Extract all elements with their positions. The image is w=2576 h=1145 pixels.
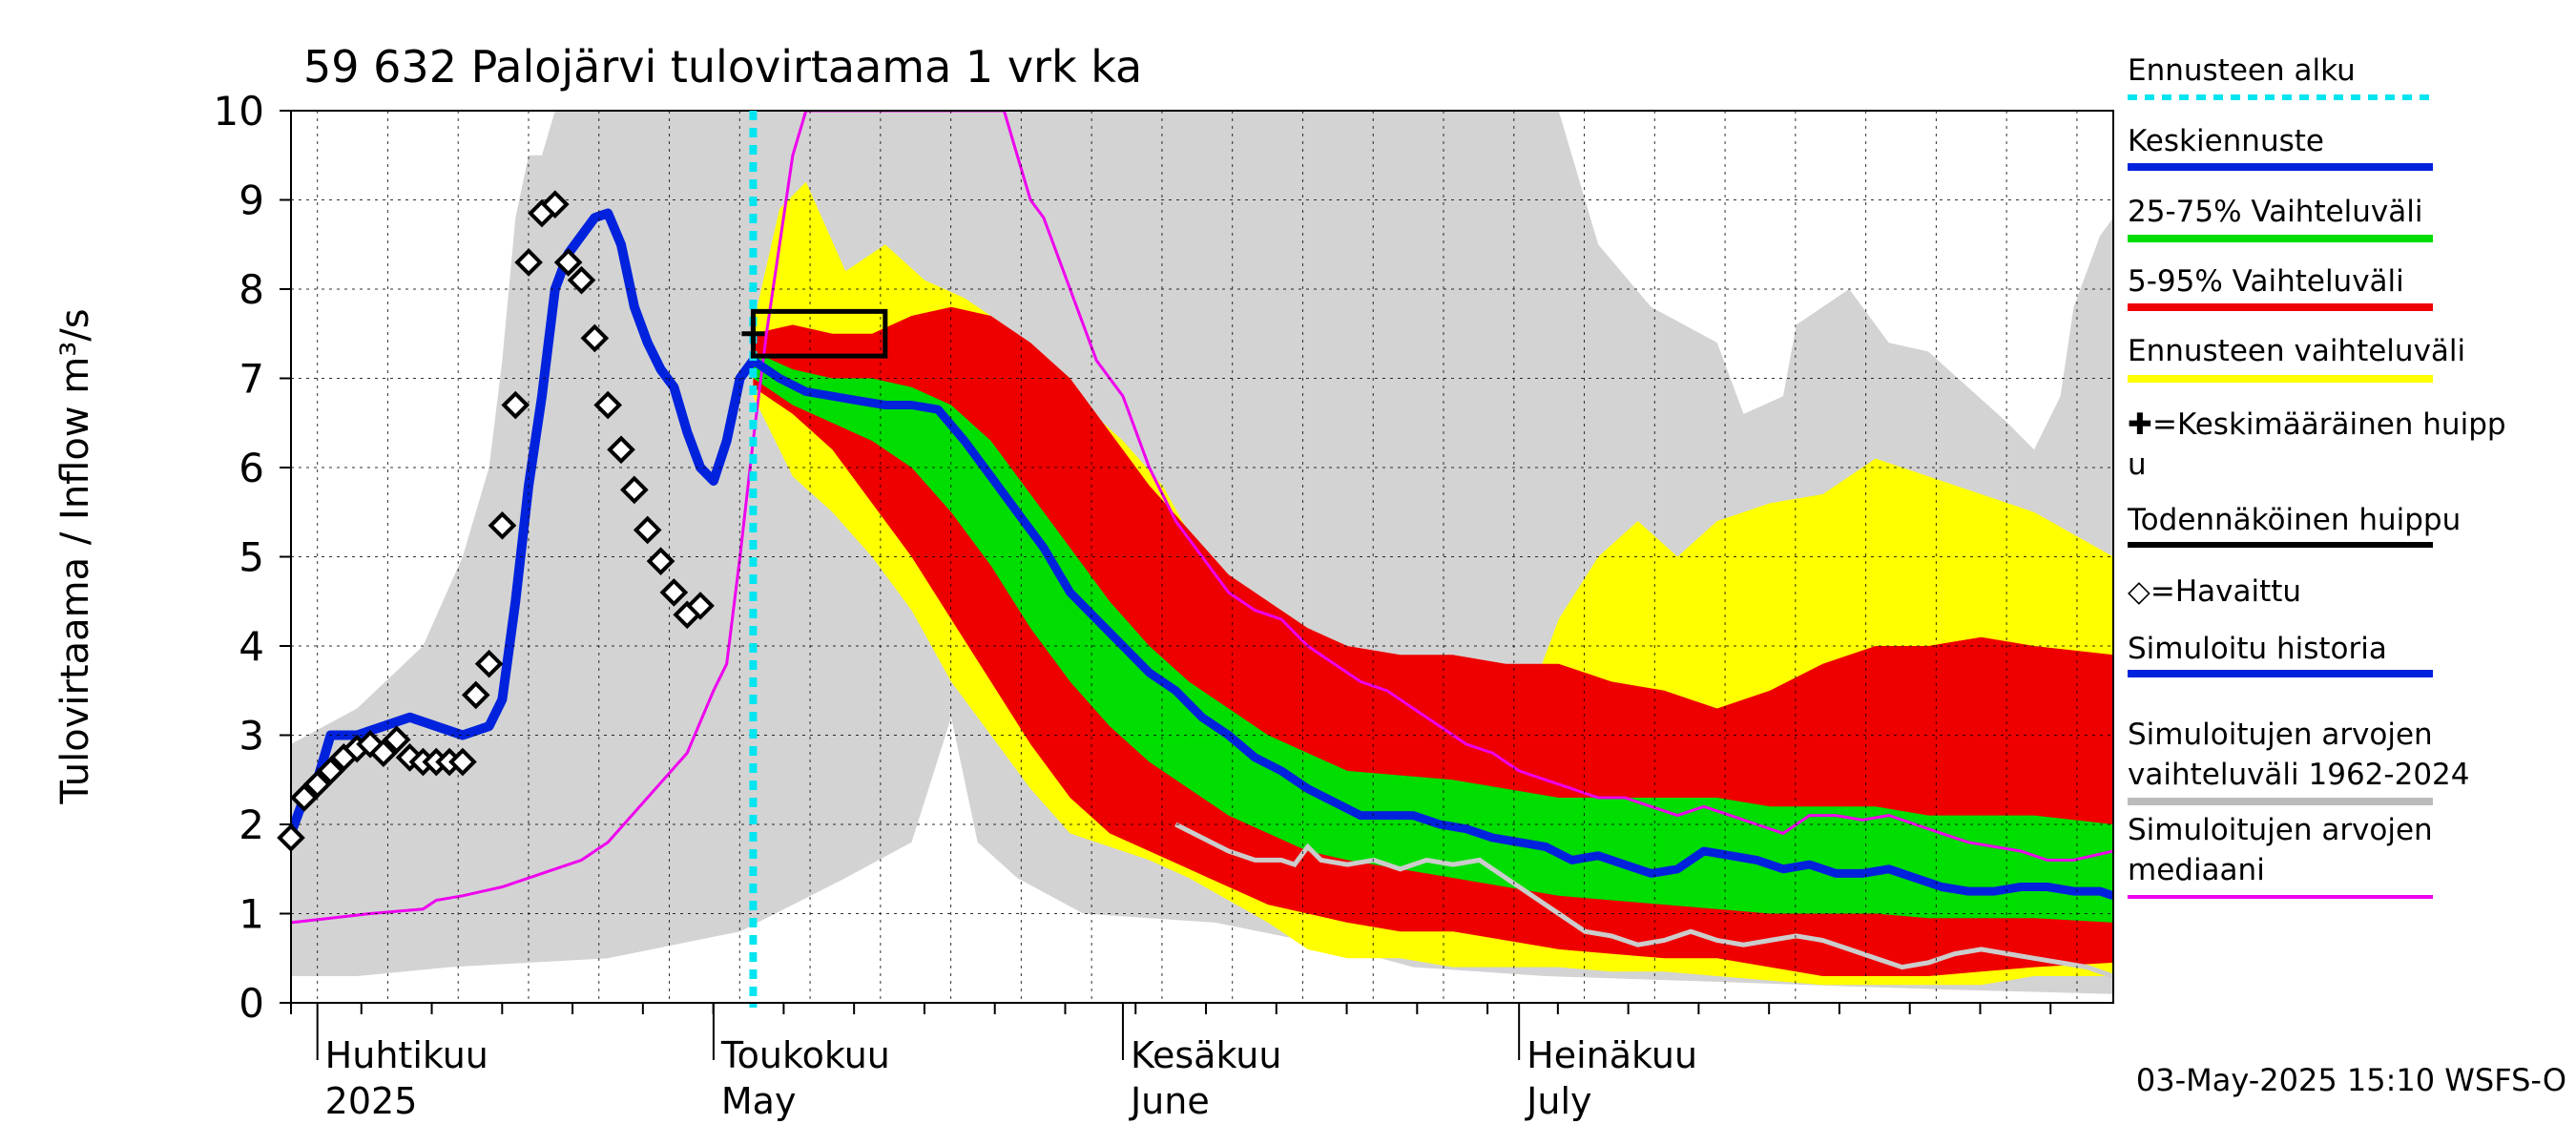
median-line: [291, 111, 2113, 925]
observed-point: [501, 390, 530, 420]
observed-point: [607, 435, 635, 465]
observed-point: [620, 475, 649, 505]
legend-item: ◇=Havaittu: [2128, 574, 2301, 609]
y-tick-label: 10: [214, 88, 264, 135]
observed-point: [514, 248, 543, 277]
observed-point: [448, 747, 477, 777]
legend-item: Simuloitu historia: [2128, 632, 2433, 677]
mean-peak-marker: [741, 322, 765, 345]
legend-label: ✚=Keskimääräinen huipp: [2128, 407, 2506, 442]
observed-point: [277, 823, 305, 852]
legend-label: Simuloitujen arvojen: [2128, 813, 2433, 847]
plot-overlay: [277, 111, 888, 1008]
observed-point: [540, 190, 570, 219]
observed-point: [593, 390, 623, 420]
y-tick-label: 6: [239, 445, 264, 491]
legend-item: Todennäköinen huippu: [2127, 503, 2461, 548]
chart-title: 59 632 Palojärvi tulovirtaama 1 vrk ka: [303, 41, 1142, 93]
observed-point: [474, 649, 504, 678]
legend-label: Ennusteen alku: [2128, 53, 2356, 88]
y-tick-label: 0: [239, 980, 264, 1027]
month-label-fi: Huhtikuu: [325, 1034, 488, 1076]
observed-point: [580, 323, 610, 353]
grid-lines: [291, 111, 2113, 1003]
legend-label: vaihteluväli 1962-2024: [2128, 758, 2469, 792]
legend-item: Simuloitujen arvojen mediaani: [2128, 813, 2433, 899]
low-scenario-line: [1174, 822, 2113, 979]
observed-point: [567, 265, 596, 295]
legend-item: Ennusteen alku: [2128, 53, 2433, 100]
y-tick-label: 5: [239, 534, 264, 581]
legend-item: Keskiennuste: [2128, 124, 2433, 171]
legend-label: Todennäköinen huippu: [2127, 503, 2461, 537]
legend-label: Simuloitujen arvojen: [2128, 718, 2433, 752]
month-label-en: 2025: [325, 1080, 418, 1122]
simulated-history-line: [291, 208, 758, 836]
y-tick-label: 1: [239, 891, 264, 938]
legend-label: ◇=Havaittu: [2128, 574, 2301, 609]
observed-point: [659, 578, 689, 607]
y-tick-label: 9: [239, 177, 264, 224]
observed-point: [382, 725, 411, 755]
month-label-fi: Kesäkuu: [1131, 1034, 1282, 1076]
y-tick-label: 7: [239, 356, 264, 403]
y-tick-label: 3: [239, 713, 264, 760]
legend: Ennusteen alku Keskiennuste 25-75% Vaihtel…: [2127, 53, 2506, 899]
observed-point: [488, 510, 517, 540]
month-label-fi: Toukokuu: [720, 1034, 890, 1076]
observed-point: [369, 739, 398, 768]
observed-point: [316, 757, 345, 785]
observed-point: [686, 592, 715, 620]
y-tick-label: 8: [239, 266, 264, 313]
observed-point: [633, 515, 662, 545]
legend-item: 25-75% Vaihteluväli: [2128, 195, 2433, 242]
observed-point: [302, 770, 332, 799]
month-label-en: June: [1129, 1080, 1210, 1122]
legend-item: Simuloitujen arvojen vaihteluväli 1962-20…: [2128, 718, 2469, 805]
legend-label: u: [2128, 448, 2147, 482]
legend-item: 5-95% Vaihteluväli: [2128, 264, 2433, 311]
legend-label: 5-95% Vaihteluväli: [2128, 264, 2404, 299]
month-label-en: May: [721, 1080, 797, 1122]
observed-point: [553, 248, 583, 277]
legend-label: mediaani: [2128, 853, 2265, 887]
y-axis-label: Tulovirtaama / Inflow m³/s: [53, 308, 97, 804]
timestamp-label: 03-May-2025 15:10 WSFS-O: [2136, 1062, 2566, 1098]
legend-label: 25-75% Vaihteluväli: [2128, 195, 2423, 229]
legend-item: ✚=Keskimääräinen huipp u: [2128, 407, 2506, 482]
y-tick-label: 4: [239, 623, 264, 670]
legend-label: Simuloitu historia: [2128, 632, 2387, 666]
legend-label: Keskiennuste: [2128, 124, 2324, 158]
month-label-en: July: [1525, 1080, 1591, 1122]
observed-point: [461, 680, 490, 710]
observed-point: [290, 783, 319, 812]
month-label-fi: Heinäkuu: [1527, 1034, 1697, 1076]
legend-label: Ennusteen vaihteluväli: [2128, 334, 2465, 368]
y-tick-label: 2: [239, 802, 264, 848]
legend-item: Ennusteen vaihteluväli: [2128, 334, 2465, 383]
mean-forecast-line: [750, 357, 2113, 901]
observed-point: [646, 547, 675, 576]
